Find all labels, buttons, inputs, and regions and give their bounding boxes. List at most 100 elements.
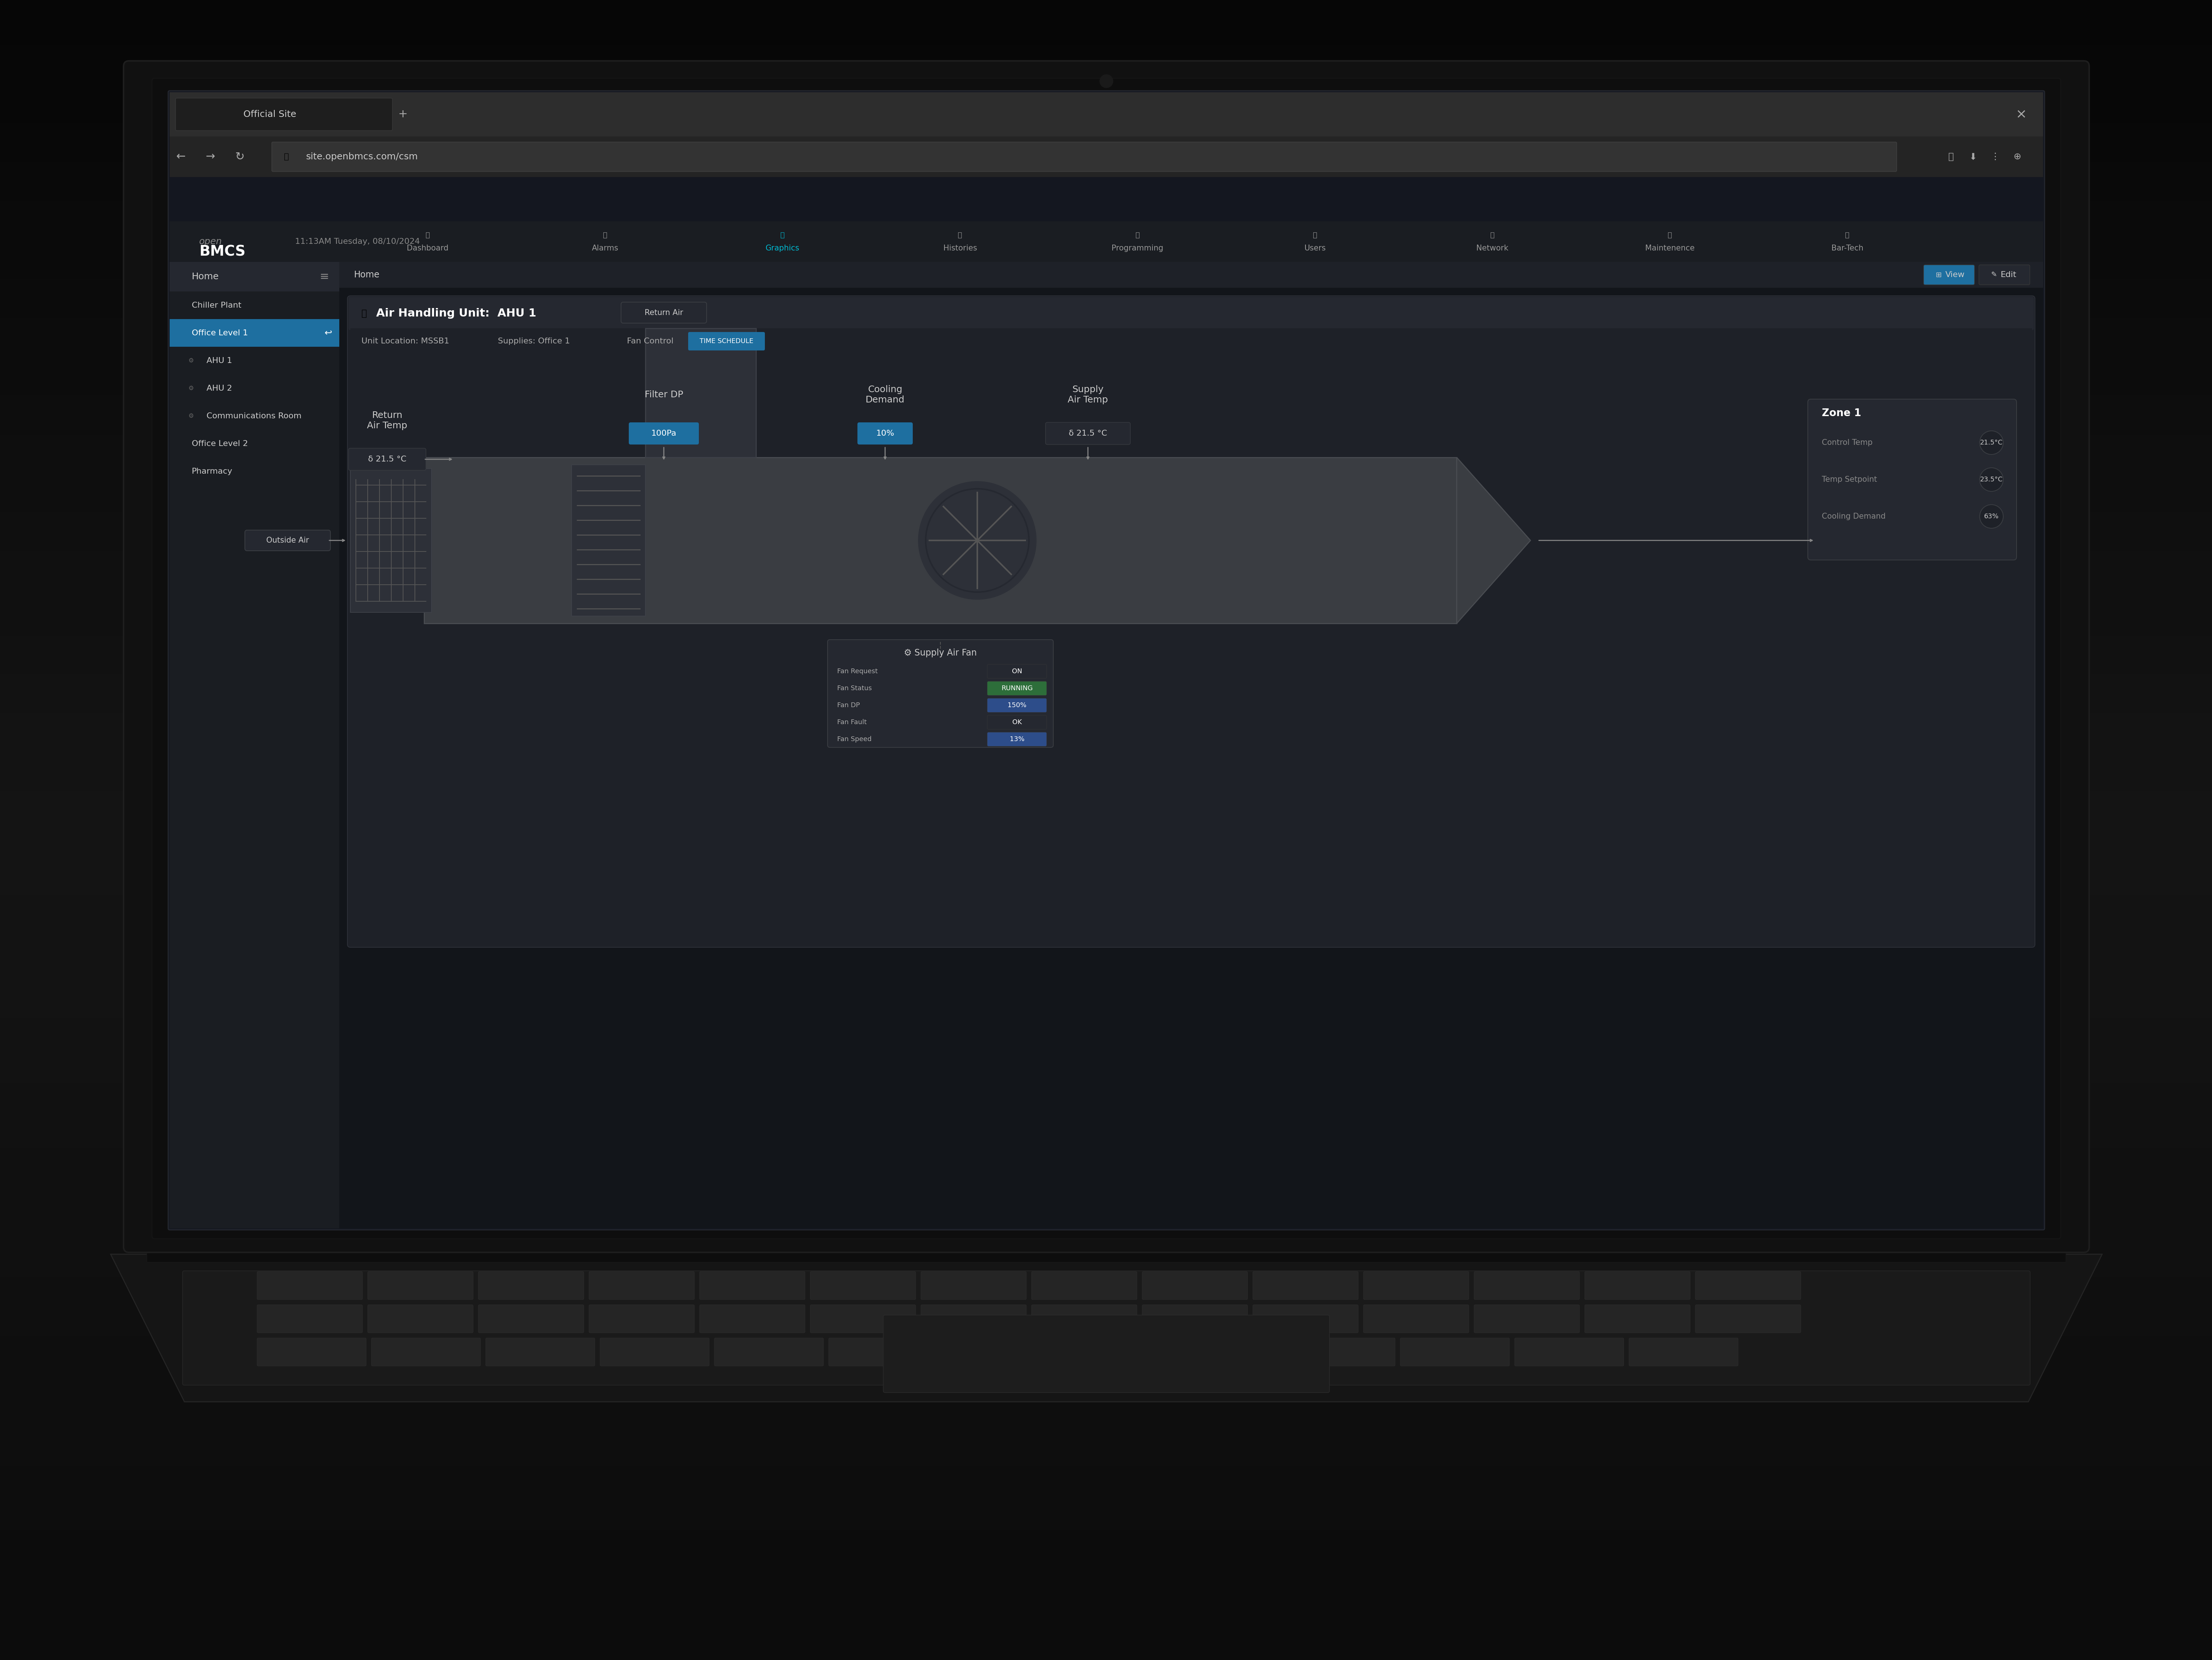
FancyBboxPatch shape (347, 295, 2035, 948)
FancyBboxPatch shape (942, 1338, 1053, 1366)
FancyBboxPatch shape (338, 262, 2044, 1228)
Text: Air Handling Unit:  AHU 1: Air Handling Unit: AHU 1 (376, 309, 535, 319)
FancyBboxPatch shape (1584, 1305, 1690, 1333)
Text: ⭐: ⭐ (1949, 153, 1953, 161)
Text: Alarms: Alarms (593, 244, 619, 252)
FancyBboxPatch shape (246, 530, 330, 551)
Text: Supply
Air Temp: Supply Air Temp (1068, 385, 1108, 405)
FancyBboxPatch shape (367, 1305, 473, 1333)
FancyBboxPatch shape (170, 262, 338, 292)
FancyBboxPatch shape (146, 1247, 2066, 1262)
Text: Fan DP: Fan DP (836, 702, 860, 709)
Text: Cooling Demand: Cooling Demand (1823, 513, 1885, 520)
FancyBboxPatch shape (1694, 1272, 1801, 1300)
FancyBboxPatch shape (338, 262, 2044, 287)
FancyBboxPatch shape (1807, 398, 2017, 559)
Text: Cooling
Demand: Cooling Demand (865, 385, 905, 405)
FancyBboxPatch shape (987, 732, 1046, 747)
FancyBboxPatch shape (883, 1315, 1329, 1393)
FancyBboxPatch shape (599, 1338, 710, 1366)
FancyBboxPatch shape (858, 422, 914, 445)
FancyBboxPatch shape (987, 699, 1046, 712)
Text: ⚙: ⚙ (188, 413, 195, 420)
FancyBboxPatch shape (257, 1338, 367, 1366)
Text: 63%: 63% (1984, 513, 2000, 520)
Text: Return Air: Return Air (644, 309, 684, 317)
Text: View: View (1944, 271, 1964, 279)
Text: Official Site: Official Site (243, 110, 296, 120)
Text: Control Temp: Control Temp (1823, 438, 1874, 447)
FancyBboxPatch shape (810, 1272, 916, 1300)
FancyBboxPatch shape (478, 1305, 584, 1333)
FancyBboxPatch shape (170, 221, 2044, 262)
Text: Users: Users (1305, 244, 1325, 252)
Text: Graphics: Graphics (765, 244, 801, 252)
FancyBboxPatch shape (1980, 266, 2031, 286)
Text: Fan Fault: Fan Fault (836, 719, 867, 725)
FancyBboxPatch shape (170, 262, 338, 1228)
FancyBboxPatch shape (124, 61, 2088, 1252)
Text: Histories: Histories (942, 244, 978, 252)
Text: 11:13AM Tuesday, 08/10/2024: 11:13AM Tuesday, 08/10/2024 (294, 237, 420, 246)
FancyBboxPatch shape (184, 1272, 2031, 1384)
FancyBboxPatch shape (367, 1272, 473, 1300)
FancyBboxPatch shape (1046, 422, 1130, 445)
FancyBboxPatch shape (622, 302, 706, 324)
Text: AHU 2: AHU 2 (206, 385, 232, 392)
Text: ⬜: ⬜ (958, 231, 962, 239)
Text: ↩: ↩ (325, 329, 332, 337)
FancyBboxPatch shape (920, 1305, 1026, 1333)
FancyBboxPatch shape (646, 329, 757, 458)
Text: Home: Home (192, 272, 219, 281)
Polygon shape (111, 1255, 2101, 1401)
FancyBboxPatch shape (1141, 1272, 1248, 1300)
FancyBboxPatch shape (487, 1338, 595, 1366)
Text: ⬇: ⬇ (1969, 153, 1978, 161)
Text: Network: Network (1475, 244, 1509, 252)
FancyBboxPatch shape (1285, 1338, 1396, 1366)
FancyBboxPatch shape (1363, 1272, 1469, 1300)
Text: ⚙ Supply Air Fan: ⚙ Supply Air Fan (905, 649, 978, 657)
Text: ⬜: ⬜ (781, 231, 785, 239)
Text: ←: ← (177, 151, 186, 163)
FancyBboxPatch shape (349, 468, 431, 613)
Text: ↻: ↻ (234, 151, 243, 163)
Text: Zone 1: Zone 1 (1823, 408, 1860, 418)
FancyBboxPatch shape (1141, 1305, 1248, 1333)
Text: Programming: Programming (1113, 244, 1164, 252)
FancyBboxPatch shape (153, 78, 2062, 1238)
FancyBboxPatch shape (1515, 1338, 1624, 1366)
Text: Chiller Plant: Chiller Plant (192, 302, 241, 309)
Text: ✎: ✎ (1991, 271, 1997, 279)
FancyBboxPatch shape (168, 91, 2044, 1230)
Text: Maintenence: Maintenence (1646, 244, 1694, 252)
Text: ⊕: ⊕ (2013, 153, 2022, 161)
Text: AHU 1: AHU 1 (206, 357, 232, 365)
Text: 🔒: 🔒 (283, 153, 290, 161)
Text: BMCS: BMCS (199, 246, 246, 259)
Circle shape (1980, 468, 2004, 491)
FancyBboxPatch shape (714, 1338, 823, 1366)
Text: TIME SCHEDULE: TIME SCHEDULE (699, 339, 754, 345)
Text: ⬜: ⬜ (1668, 231, 1672, 239)
Text: Temp Setpoint: Temp Setpoint (1823, 476, 1878, 483)
FancyBboxPatch shape (987, 664, 1046, 679)
FancyBboxPatch shape (349, 297, 2033, 330)
FancyBboxPatch shape (1628, 1338, 1739, 1366)
Circle shape (1980, 432, 2004, 455)
FancyBboxPatch shape (272, 143, 1896, 171)
FancyBboxPatch shape (478, 1272, 584, 1300)
Text: ⬜: ⬜ (425, 231, 429, 239)
FancyBboxPatch shape (372, 1338, 480, 1366)
FancyBboxPatch shape (1252, 1272, 1358, 1300)
Text: Fan Speed: Fan Speed (836, 735, 872, 742)
FancyBboxPatch shape (1057, 1338, 1166, 1366)
FancyBboxPatch shape (827, 639, 1053, 747)
FancyBboxPatch shape (920, 1272, 1026, 1300)
FancyBboxPatch shape (257, 1305, 363, 1333)
FancyBboxPatch shape (1363, 1305, 1469, 1333)
Circle shape (918, 481, 1035, 599)
FancyBboxPatch shape (1584, 1272, 1690, 1300)
Text: Outside Air: Outside Air (265, 536, 310, 544)
FancyBboxPatch shape (170, 319, 338, 347)
